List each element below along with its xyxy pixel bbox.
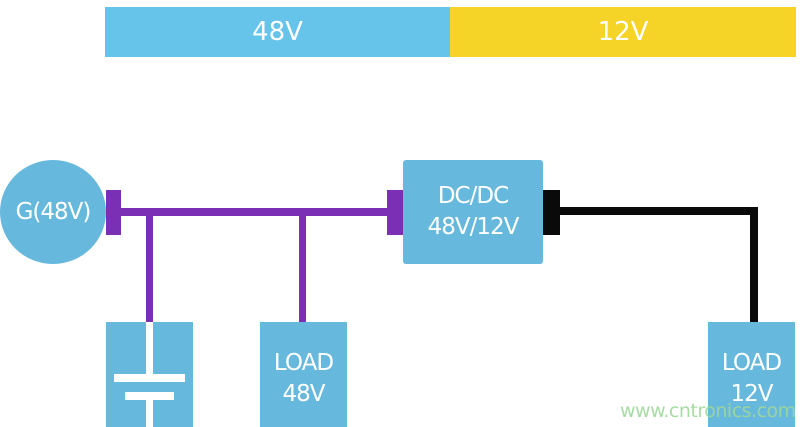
voltage-bar-48v: 48V [105,7,450,57]
converter-line2: 48V/12V [427,214,520,240]
load-12v-line2: 12V [730,380,773,407]
bus-12v-line [558,207,758,215]
voltage-bar-12v-label: 12V [597,17,649,47]
load-12v: LOAD 12V [708,322,795,427]
watermark: www.cntronics.com [620,400,796,422]
generator-label: G(48V) [15,198,92,225]
generator: G(48V) [0,160,106,264]
load-48v: LOAD 48V [260,322,347,427]
voltage-bar-12v: 12V [450,7,796,57]
converter-line1: DC/DC [437,183,509,209]
converter-input-terminal [387,190,403,235]
generator-terminal [106,190,121,235]
load-12v-line1: LOAD [721,349,782,376]
converter-output-terminal [543,190,560,235]
battery [106,322,193,427]
load-12v-drop-line [750,207,758,324]
capacitor-battery-icon [114,322,185,427]
voltage-bar-48v-label: 48V [252,17,303,47]
dcdc-converter: DC/DC 48V/12V [403,160,543,264]
load-48v-line2: 48V [282,380,325,407]
load-48v-line1: LOAD [273,349,334,376]
bus-48v-line [118,208,390,216]
battery-drop-line [146,212,153,324]
load-48v-drop-line [299,212,306,324]
